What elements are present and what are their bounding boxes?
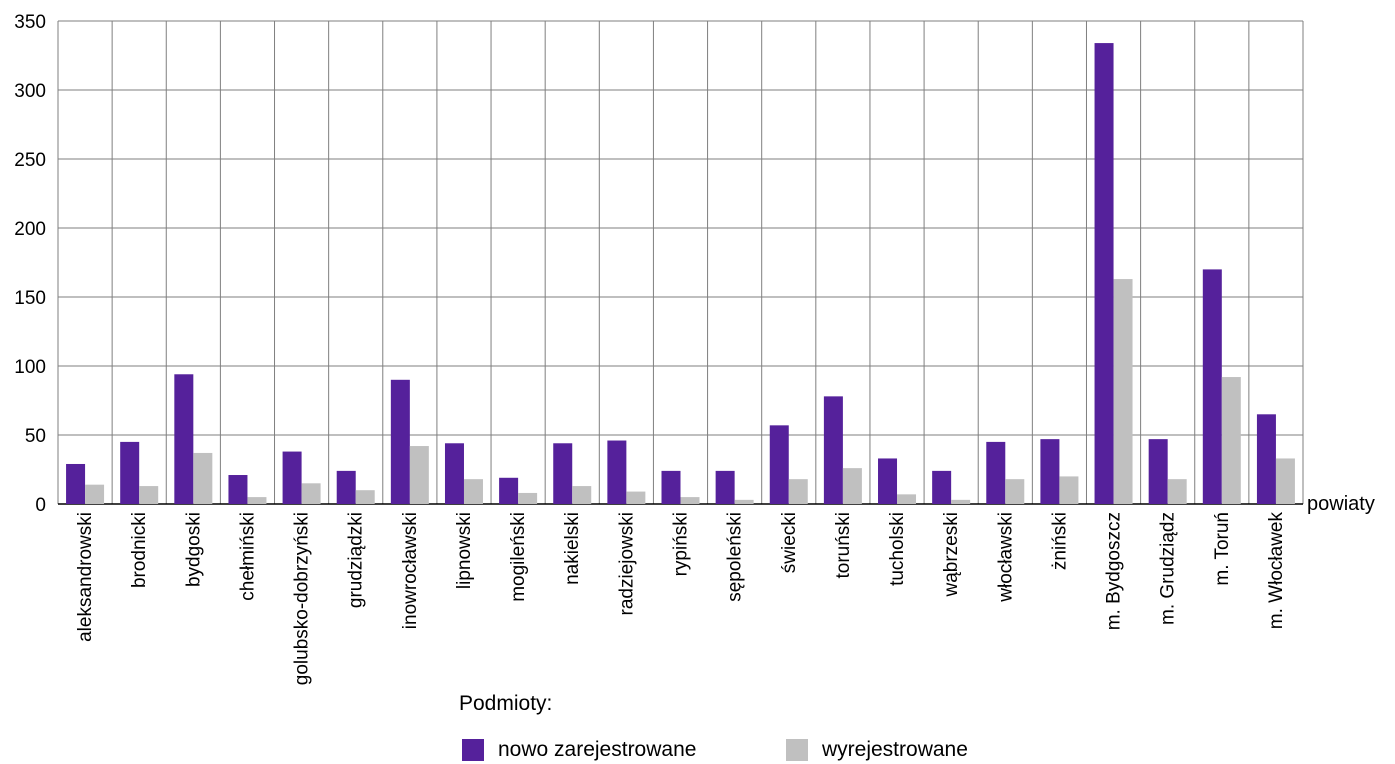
- category-label: brodnicki: [129, 512, 150, 588]
- bar-nowo-zarejestrowane: [607, 440, 627, 504]
- bar-wyrejestrowane: [1167, 479, 1187, 504]
- bars: [66, 43, 1295, 505]
- bar-wyrejestrowane: [1059, 476, 1079, 504]
- bar-wyrejestrowane: [247, 497, 267, 504]
- category-label: inowrocławski: [400, 512, 421, 629]
- bar-nowo-zarejestrowane: [932, 470, 952, 504]
- bar-nowo-zarejestrowane: [661, 470, 681, 504]
- legend-swatch: [462, 739, 484, 761]
- legend-swatch: [786, 739, 808, 761]
- y-tick-label: 100: [14, 357, 46, 378]
- y-tick-label: 0: [35, 495, 46, 516]
- category-label: nakielski: [562, 512, 583, 585]
- bar-wyrejestrowane: [626, 491, 646, 504]
- bar-wyrejestrowane: [355, 490, 375, 504]
- legend-item-nowo-zarejestrowane: nowo zarejestrowane: [462, 738, 696, 762]
- category-label: sępoleński: [725, 512, 746, 602]
- category-label: lipnowski: [454, 512, 475, 589]
- bar-nowo-zarejestrowane: [1256, 414, 1276, 504]
- bar-wyrejestrowane: [139, 486, 159, 504]
- grid: [57, 20, 1304, 505]
- bar-wyrejestrowane: [193, 452, 213, 504]
- y-tick-label: 200: [14, 219, 46, 240]
- bar-nowo-zarejestrowane: [823, 396, 843, 504]
- category-label: włocławski: [995, 512, 1016, 603]
- bar-nowo-zarejestrowane: [1148, 439, 1168, 504]
- bar-nowo-zarejestrowane: [120, 441, 140, 504]
- bar-wyrejestrowane: [1005, 479, 1025, 504]
- bar-nowo-zarejestrowane: [282, 451, 302, 504]
- bar-nowo-zarejestrowane: [174, 374, 194, 504]
- category-label: m. Bydgoszcz: [1104, 512, 1125, 630]
- bar-wyrejestrowane: [1113, 279, 1133, 504]
- bar-nowo-zarejestrowane: [715, 470, 735, 504]
- legend-label: wyrejestrowane: [822, 738, 968, 761]
- category-label: bydgoski: [183, 512, 204, 587]
- bar-wyrejestrowane: [734, 499, 754, 504]
- bar-wyrejestrowane: [463, 479, 483, 504]
- bar-wyrejestrowane: [518, 492, 538, 504]
- y-tick-label: 300: [14, 81, 46, 102]
- category-label: świecki: [779, 512, 800, 573]
- category-label: wąbrzeski: [941, 512, 962, 597]
- bar-wyrejestrowane: [572, 486, 592, 504]
- x-axis-categories: aleksandrowski brodnicki bydgoski chełmińsk…: [75, 512, 1287, 686]
- category-label: aleksandrowski: [75, 512, 96, 642]
- category-label: golubsko-dobrzyński: [292, 512, 313, 685]
- bar-nowo-zarejestrowane: [553, 443, 573, 504]
- bar-nowo-zarejestrowane: [878, 458, 898, 504]
- bar-nowo-zarejestrowane: [444, 443, 464, 504]
- category-label: chełmiński: [237, 512, 258, 601]
- y-tick-label: 350: [14, 12, 46, 33]
- bar-wyrejestrowane: [1221, 377, 1241, 504]
- category-label: grudziądzki: [346, 512, 367, 608]
- bar-wyrejestrowane: [842, 468, 862, 504]
- bar-nowo-zarejestrowane: [390, 379, 410, 504]
- legend-label: nowo zarejestrowane: [498, 738, 697, 761]
- bar-wyrejestrowane: [897, 494, 917, 504]
- legend-title: Podmioty:: [459, 692, 553, 715]
- bar-nowo-zarejestrowane: [499, 477, 519, 504]
- bar-wyrejestrowane: [85, 484, 105, 504]
- bar-wyrejestrowane: [1275, 458, 1295, 504]
- bar-nowo-zarejestrowane: [986, 441, 1006, 504]
- bar-wyrejestrowane: [301, 483, 321, 504]
- category-label: tucholski: [887, 512, 908, 586]
- bar-nowo-zarejestrowane: [66, 463, 86, 504]
- bar-wyrejestrowane: [951, 499, 971, 504]
- y-tick-label: 250: [14, 150, 46, 171]
- category-label: m. Toruń: [1212, 512, 1233, 586]
- category-label: rypiński: [671, 512, 692, 576]
- legend-item-wyrejestrowane: wyrejestrowane: [786, 738, 968, 762]
- bar-nowo-zarejestrowane: [228, 475, 248, 504]
- y-axis-ticks: 0 50 100 150 200 250 300 350: [14, 12, 46, 516]
- category-label: żniński: [1049, 512, 1070, 570]
- category-label: radziejowski: [616, 512, 637, 615]
- y-tick-label: 150: [14, 288, 46, 309]
- category-label: m. Włocławek: [1266, 512, 1287, 630]
- bar-wyrejestrowane: [409, 446, 429, 504]
- y-tick-label: 50: [25, 426, 46, 447]
- bar-nowo-zarejestrowane: [336, 470, 356, 504]
- category-label: mogileński: [508, 512, 529, 602]
- bar-nowo-zarejestrowane: [1202, 269, 1222, 504]
- bar-wyrejestrowane: [680, 497, 700, 504]
- x-axis-label: powiaty: [1307, 493, 1375, 515]
- bar-nowo-zarejestrowane: [769, 425, 789, 504]
- category-label: m. Grudziądz: [1158, 512, 1179, 625]
- category-label: toruński: [833, 512, 854, 579]
- bar-nowo-zarejestrowane: [1040, 439, 1060, 504]
- bar-nowo-zarejestrowane: [1094, 43, 1114, 505]
- bar-wyrejestrowane: [788, 479, 808, 504]
